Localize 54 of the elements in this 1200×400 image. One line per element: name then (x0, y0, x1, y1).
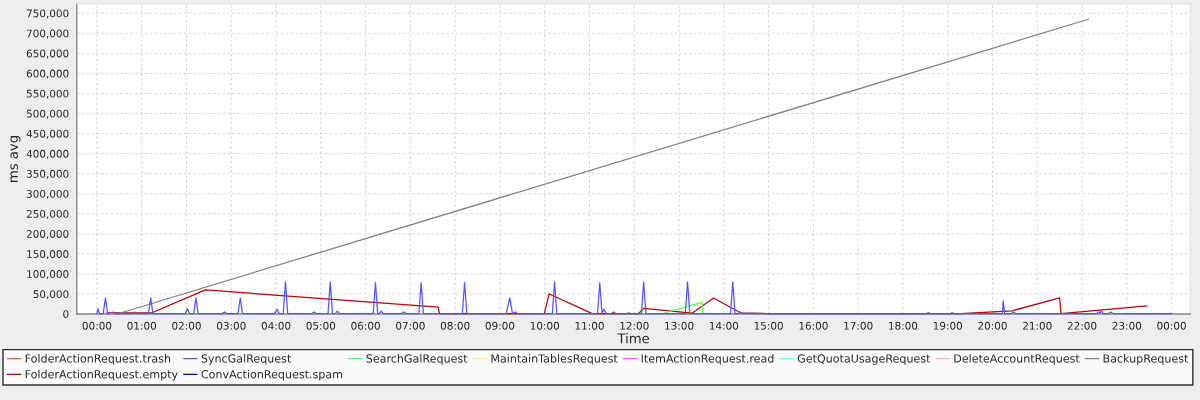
legend-label: ItemActionRequest.read (641, 354, 774, 365)
x-tick-label: 11:00 (575, 321, 604, 330)
y-tick-label: 750,000 (26, 9, 69, 19)
y-tick-label: 0 (63, 310, 69, 319)
x-tick-label: 00:00 (1157, 321, 1186, 330)
legend-label: FolderActionRequest.empty (25, 369, 178, 381)
y-axis-title: ms avg (10, 136, 21, 182)
legend-label: GetQuotaUsageRequest (797, 354, 931, 365)
y-tick-label: 300,000 (26, 189, 69, 199)
y-tick-label: 50,000 (33, 290, 69, 300)
y-tick-label: 100,000 (27, 270, 69, 280)
y-tick-label: 450,000 (26, 129, 69, 139)
legend-label: SyncGalRequest (201, 354, 292, 365)
x-tick-label: 23:00 (1112, 321, 1142, 330)
x-tick-label: 01:00 (127, 321, 157, 330)
x-tick-label: 17:00 (844, 321, 873, 330)
x-tick-label: 16:00 (799, 321, 828, 330)
y-tick-label: 550,000 (26, 89, 69, 99)
legend-label: BackupRequest (1103, 354, 1189, 365)
x-tick-label: 05:00 (306, 321, 336, 330)
x-tick-label: 18:00 (889, 321, 918, 330)
x-tick-label: 12:00 (620, 321, 649, 330)
x-tick-label: 22:00 (1067, 321, 1097, 330)
x-tick-label: 06:00 (351, 321, 380, 330)
legend-label: DeleteAccountRequest (954, 354, 1080, 365)
y-tick-label: 350,000 (26, 169, 69, 179)
x-tick-label: 21:00 (1023, 321, 1052, 330)
y-tick-label: 250,000 (26, 209, 69, 219)
legend-label: SearchGalRequest (366, 354, 468, 365)
x-tick-label: 10:00 (530, 321, 560, 330)
y-tick-label: 400,000 (26, 149, 69, 159)
legend-label: ConvActionRequest.spam (201, 369, 343, 381)
x-tick-label: 04:00 (261, 321, 291, 330)
legend-label: FolderActionRequest.trash (25, 354, 171, 365)
x-tick-label: 02:00 (172, 321, 201, 330)
x-tick-label: 03:00 (216, 321, 246, 330)
x-axis-title: Time (617, 333, 650, 344)
y-tick-label: 600,000 (26, 69, 69, 79)
x-tick-label: 19:00 (933, 321, 963, 330)
y-tick-label: 500,000 (26, 109, 69, 119)
y-tick-label: 700,000 (26, 29, 69, 39)
x-tick-label: 20:00 (978, 321, 1007, 330)
legend-label: MaintainTablesRequest (491, 354, 618, 365)
x-tick-label: 08:00 (440, 321, 470, 330)
x-tick-label: 13:00 (665, 321, 694, 330)
x-tick-label: 00:00 (82, 321, 112, 330)
x-tick-label: 14:00 (709, 321, 739, 330)
y-tick-label: 200,000 (26, 230, 69, 239)
y-tick-label: 650,000 (26, 49, 69, 59)
y-tick-label: 150,000 (27, 250, 69, 260)
x-tick-label: 09:00 (485, 321, 515, 330)
x-tick-label: 15:00 (754, 321, 783, 330)
line-series (96, 281, 1173, 315)
x-tick-label: 07:00 (396, 321, 425, 330)
